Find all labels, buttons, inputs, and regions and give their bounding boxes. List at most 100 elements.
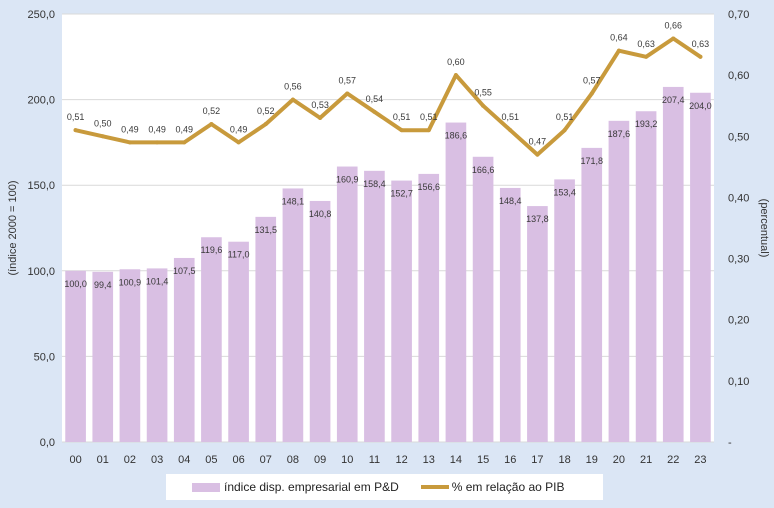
line-point xyxy=(263,122,268,127)
right-axis-ticks: - 0,10 0,20 0,30 0,40 0,50 0,60 0,70 xyxy=(728,9,749,449)
bar xyxy=(336,166,358,443)
line-point xyxy=(209,122,214,127)
line-point xyxy=(671,36,676,41)
x-tick-label: 07 xyxy=(260,454,272,466)
line-point xyxy=(698,54,703,59)
line-point xyxy=(290,97,295,102)
bar-data-label: 152,7 xyxy=(390,189,413,199)
legend-line-swatch xyxy=(420,485,449,489)
x-tick-label: 16 xyxy=(504,454,516,466)
legend-item-line: % em relação ao PIB xyxy=(399,480,565,494)
bar-data-label: 140,8 xyxy=(309,209,332,219)
bar-series xyxy=(65,86,711,443)
x-tick-label: 12 xyxy=(395,454,407,466)
legend: índice disp. empresarial em P&D % em rel… xyxy=(166,474,603,500)
line-point xyxy=(535,152,540,157)
gridlines xyxy=(62,13,714,443)
bar-data-label: 166,6 xyxy=(472,165,495,175)
bar-data-label: 100,0 xyxy=(64,279,87,289)
bar-data-label: 100,9 xyxy=(119,277,142,287)
x-tick-label: 20 xyxy=(613,454,625,466)
bar xyxy=(581,147,603,442)
line-data-label: 0,63 xyxy=(692,39,710,49)
bar-data-label: 186,6 xyxy=(445,131,468,141)
x-tick-label: 02 xyxy=(124,454,136,466)
line-data-label: 0,55 xyxy=(474,88,492,98)
legend-bar-label: índice disp. empresarial em P&D xyxy=(224,480,399,494)
x-tick-label: 19 xyxy=(586,454,598,466)
line-point xyxy=(345,91,350,96)
bar xyxy=(282,188,304,442)
bar xyxy=(146,268,168,442)
bar xyxy=(418,173,440,442)
bar-data-label: 187,6 xyxy=(608,129,631,139)
line-data-label: 0,64 xyxy=(610,33,628,43)
bar-data-label: 99,4 xyxy=(94,280,112,290)
x-tick-label: 18 xyxy=(558,454,570,466)
line-point xyxy=(453,73,458,78)
line-data-label: 0,56 xyxy=(284,82,302,92)
line-data-label: 0,49 xyxy=(175,124,193,134)
line-point xyxy=(562,128,567,133)
right-tick-label: 0,20 xyxy=(728,315,749,327)
left-axis-title: (índice 2000 = 100) xyxy=(7,180,19,275)
bar-data-label: 107,5 xyxy=(173,266,196,276)
bar xyxy=(119,269,141,442)
bar-data-label: 117,0 xyxy=(228,250,250,260)
left-axis-ticks: 0,0 50,0 100,0 150,0 200,0 250,0 xyxy=(27,9,55,449)
right-tick-label: 0,40 xyxy=(728,192,749,204)
x-tick-label: 17 xyxy=(531,454,543,466)
line-point xyxy=(616,48,621,53)
x-tick-label: 14 xyxy=(450,454,462,466)
line-data-label: 0,52 xyxy=(203,106,221,116)
bar-data-label: 131,5 xyxy=(254,225,277,235)
line-point xyxy=(481,103,486,108)
x-tick-label: 09 xyxy=(314,454,326,466)
line-point xyxy=(127,140,132,145)
bar xyxy=(364,170,385,442)
x-tick-label: 11 xyxy=(369,454,380,466)
left-tick-label: 50,0 xyxy=(34,351,55,363)
plot-area xyxy=(62,14,714,442)
x-tick-label: 01 xyxy=(97,454,109,466)
line-point xyxy=(318,115,323,120)
legend-item-bars: índice disp. empresarial em P&D xyxy=(166,480,399,494)
bar xyxy=(527,206,548,442)
bar xyxy=(445,122,467,442)
line-path xyxy=(73,36,703,157)
line-point xyxy=(399,128,404,133)
legend-bar-swatch xyxy=(192,482,220,492)
line-data-label: 0,66 xyxy=(664,20,682,30)
left-tick-label: 0,0 xyxy=(40,437,55,449)
line-data-label: 0,52 xyxy=(257,106,275,116)
bar xyxy=(201,237,222,442)
x-tick-label: 22 xyxy=(667,454,679,466)
right-tick-label: 0,50 xyxy=(728,131,749,143)
line-data-label: 0,53 xyxy=(311,100,329,110)
line-data-label: 0,54 xyxy=(366,94,384,104)
legend-line-label: % em relação ao PIB xyxy=(451,480,565,494)
line-point xyxy=(236,140,241,145)
line-data-label: 0,49 xyxy=(121,124,139,134)
bar xyxy=(635,111,657,442)
bar-data-label: 193,2 xyxy=(635,119,658,129)
left-tick-label: 150,0 xyxy=(27,180,55,192)
right-tick-label: 0,30 xyxy=(728,254,749,266)
line-data-label: 0,57 xyxy=(338,75,356,85)
x-tick-label: 23 xyxy=(694,454,706,466)
bar xyxy=(690,92,711,442)
bar-data-label: 148,1 xyxy=(282,196,305,206)
bar-data-label: 158,4 xyxy=(363,179,386,189)
line-data-label: 0,51 xyxy=(393,112,411,122)
bar-data-label: 148,4 xyxy=(499,196,522,206)
bar-data-label: 137,8 xyxy=(526,214,549,224)
x-tick-label: 04 xyxy=(178,454,190,466)
x-tick-label: 00 xyxy=(69,454,81,466)
bar xyxy=(662,86,684,442)
bar-data-label: 160,9 xyxy=(336,175,359,185)
line-point xyxy=(644,54,649,59)
bar-data-labels: 100,0 99,4 100,9 101,4 107,5 119,6 117,0 131,5 1… xyxy=(64,95,711,290)
line-point xyxy=(73,128,78,133)
line-data-label: 0,49 xyxy=(230,124,248,134)
